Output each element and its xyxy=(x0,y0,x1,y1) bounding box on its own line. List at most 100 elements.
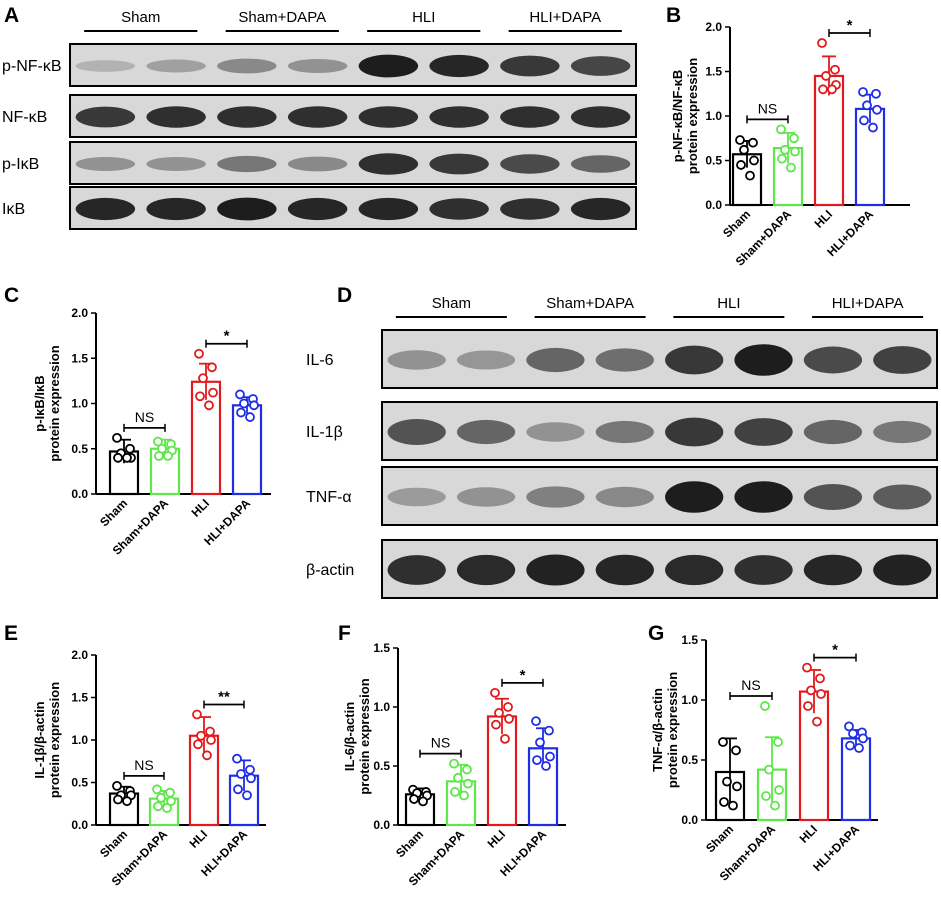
blot-band xyxy=(75,156,136,172)
data-point xyxy=(232,753,242,764)
blot-row-label: NF-κB xyxy=(2,109,47,126)
bar xyxy=(840,737,872,822)
blot-band xyxy=(570,56,631,76)
category-label: Sham xyxy=(97,496,130,529)
data-point xyxy=(245,412,255,422)
blot-band xyxy=(217,58,277,74)
blot-band xyxy=(526,554,585,586)
data-point xyxy=(125,443,135,454)
blot-band xyxy=(146,106,206,128)
y-axis-label: IL-6/β-actin xyxy=(342,702,357,771)
bar-chart-f: 0.0 0.5 1.0 1.5 IL-6/β-actin protein expressi… xyxy=(342,641,566,889)
y-tick-label: 1.0 xyxy=(71,733,88,747)
data-point xyxy=(206,735,216,745)
y-tick-label: 1.5 xyxy=(71,691,88,705)
category-label: HLI xyxy=(812,207,836,231)
data-point xyxy=(731,745,741,756)
y-tick-label: 0.5 xyxy=(71,776,88,790)
data-point xyxy=(868,122,878,133)
y-tick-label: 0.0 xyxy=(71,487,88,501)
data-point xyxy=(236,407,246,418)
blot-group-label: HLI+DAPA xyxy=(529,9,601,26)
blot-group-label: HLI xyxy=(412,9,435,26)
y-tick-label: 0.5 xyxy=(681,753,698,767)
panel-letter-c: C xyxy=(4,284,19,307)
blot-band xyxy=(146,197,206,221)
y-axis-label: protein expression xyxy=(685,58,700,174)
data-point xyxy=(245,764,255,775)
blot-band xyxy=(358,54,419,78)
data-point xyxy=(198,373,208,384)
data-point xyxy=(871,88,881,99)
blot-row-label: p-IκB xyxy=(2,156,39,173)
blot-row-label: β-actin xyxy=(306,562,354,579)
data-point xyxy=(208,387,218,398)
significance-label: ** xyxy=(218,689,230,706)
data-point xyxy=(786,162,796,173)
data-point xyxy=(827,84,837,95)
blot-row-label: IL-1β xyxy=(306,424,343,441)
significance-label: * xyxy=(847,17,853,34)
data-point xyxy=(774,785,784,795)
blot-band xyxy=(217,197,277,221)
blot-band xyxy=(526,422,585,442)
blot-band xyxy=(665,554,724,586)
blot-band xyxy=(146,59,206,73)
data-point xyxy=(817,38,827,48)
y-tick-label: 2.0 xyxy=(71,648,88,662)
data-point xyxy=(858,87,868,97)
blot-band xyxy=(570,155,631,173)
bar-chart-e: 0.0 0.5 1.0 1.5 2.0 IL-1β/β-actin protein expr… xyxy=(32,648,266,889)
y-tick-label: 0.0 xyxy=(681,813,698,827)
blot-row-label: IκB xyxy=(2,201,25,218)
y-tick-label: 2.0 xyxy=(71,306,88,320)
blot-band xyxy=(803,484,863,510)
y-tick-label: 1.0 xyxy=(705,109,722,123)
significance-label: * xyxy=(832,642,838,659)
y-axis-label: IL-1β/β-actin xyxy=(32,701,47,778)
blot-band xyxy=(287,106,348,128)
data-point xyxy=(113,452,123,463)
data-point xyxy=(463,778,473,789)
data-point xyxy=(722,776,732,787)
blot-group-label: HLI xyxy=(717,295,740,312)
y-axis-label: p-NF-κB/NF-κB xyxy=(670,70,685,162)
significance-label: * xyxy=(520,667,526,684)
panel-letter-d: D xyxy=(337,284,352,307)
data-point xyxy=(409,794,419,804)
blot-band xyxy=(803,419,863,445)
data-point xyxy=(162,803,172,813)
blot-row-label: p-NF-κB xyxy=(2,58,62,75)
blot-band xyxy=(358,153,419,175)
blot-band xyxy=(803,554,863,586)
data-point xyxy=(777,153,787,164)
y-tick-label: 0.5 xyxy=(71,442,88,456)
data-point xyxy=(821,71,831,81)
data-point xyxy=(453,772,463,783)
data-point xyxy=(761,791,771,801)
data-point xyxy=(165,787,175,798)
significance-label: NS xyxy=(431,735,450,751)
blot-band xyxy=(873,554,932,586)
y-tick-label: 0.0 xyxy=(373,818,390,832)
data-point xyxy=(204,400,214,411)
blot-band xyxy=(387,419,446,445)
data-point xyxy=(545,751,555,762)
blot-band xyxy=(595,420,654,444)
blot-band xyxy=(287,58,348,74)
western-blot-a: Sham Sham+DAPA HLI HLI+DAPA p-NF-κB NF-κB p-Iκ… xyxy=(2,9,637,230)
data-point xyxy=(459,790,469,801)
data-point xyxy=(153,436,163,447)
data-point xyxy=(154,451,164,461)
data-point xyxy=(862,100,872,111)
data-point xyxy=(830,64,840,75)
panel-letter-g: G xyxy=(648,622,664,645)
blot-band xyxy=(456,419,516,445)
data-point xyxy=(235,389,245,400)
bar xyxy=(813,74,845,207)
data-point xyxy=(816,689,826,699)
data-point xyxy=(718,737,728,747)
y-axis-label: p-IκB/IκB xyxy=(32,375,47,431)
data-point xyxy=(192,709,202,720)
